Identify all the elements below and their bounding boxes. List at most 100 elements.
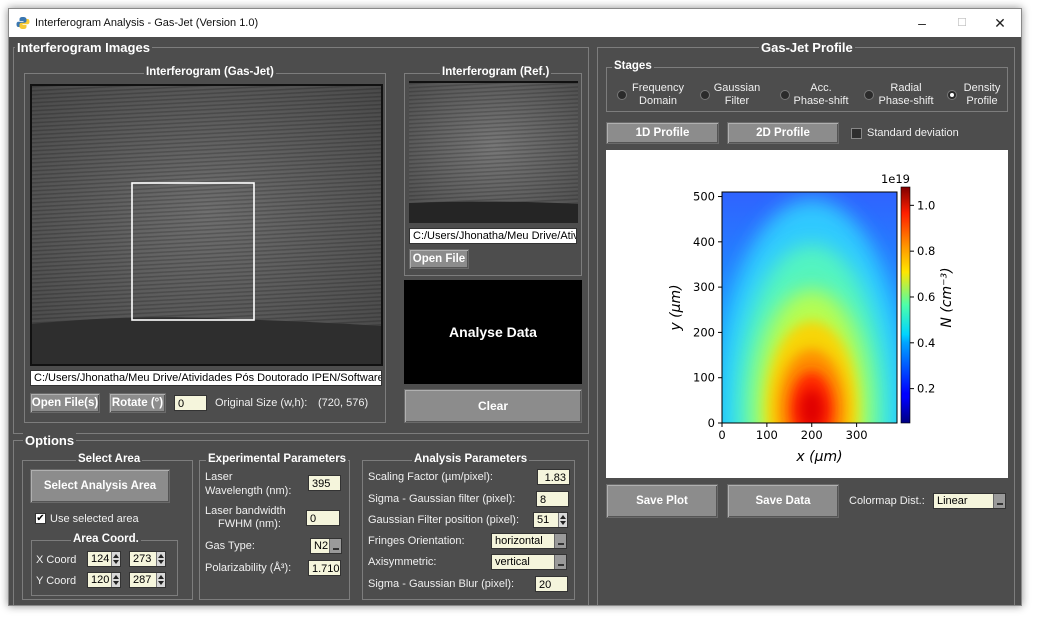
select-analysis-area-button[interactable]: Select Analysis Area (30, 469, 170, 503)
save-data-button[interactable]: Save Data (727, 484, 839, 518)
reference-path-field[interactable]: C:/Users/Jhonatha/Meu Drive/Ativid (409, 228, 577, 244)
colormap-dist-label: Colormap Dist.: (849, 495, 925, 507)
plot-frame (721, 191, 898, 424)
gaussian-blur-label: Sigma - Gaussian Blur (pixel): (368, 578, 515, 590)
stages-title: Stages (612, 60, 654, 72)
reference-image (409, 81, 578, 223)
colorbar-tick-label-1: 1.0 (917, 198, 935, 212)
x-tick-label-100: 100 (756, 428, 778, 442)
laser-bandwidth-input[interactable]: 0 (306, 510, 340, 526)
stage-density-label: Density Profile (963, 82, 1001, 107)
open-files-button[interactable]: Open File(s) (30, 393, 100, 413)
y-tick-label-200: 200 (693, 325, 715, 339)
axisymmetric-label: Axisymmetric: (368, 556, 437, 568)
options-panel (13, 440, 589, 605)
colormap-dist-select[interactable]: Linear (933, 493, 1006, 509)
selection-rectangle[interactable] (131, 182, 255, 321)
sigma-filter-input[interactable]: 8 (536, 491, 569, 507)
y-coord-label: Y Coord (36, 575, 77, 587)
laser-wavelength-label-line1: Laser (205, 471, 233, 483)
colorbar-tick-label-0.2: 0.2 (917, 382, 935, 396)
app-window: Interferogram Analysis - Gas-Jet (Versio… (8, 8, 1022, 606)
1d-profile-button[interactable]: 1D Profile (606, 122, 719, 144)
close-button[interactable]: ✕ (994, 15, 1006, 31)
sigma-filter-label: Sigma - Gaussian filter (pixel): (368, 493, 516, 505)
clear-button[interactable]: Clear (404, 389, 582, 423)
analysis-parameters-title: Analysis Parameters (412, 453, 530, 465)
gasjet-path-field[interactable]: C:/Users/Jhonatha/Meu Drive/Atividades P… (30, 370, 382, 386)
y-tick-label-400: 400 (693, 235, 715, 249)
gasjet-image (30, 84, 383, 366)
filter-position-spinbox[interactable]: 51 (533, 512, 568, 528)
interferogram-images-panel (13, 47, 589, 434)
density-plot: 0 100 200 300 0 100 200 300 400 500 x (µm) y (µm) 0.… (606, 150, 1008, 478)
x-coord-end-spinbox[interactable]: 273 (129, 551, 166, 567)
stage-frequency-label: Frequency Domain (632, 82, 684, 107)
stage-frequency-radio[interactable] (617, 90, 627, 100)
use-selected-area-checkbox[interactable]: ✔ (35, 513, 46, 524)
original-size-label: Original Size (w,h): (215, 397, 308, 409)
minimize-button[interactable]: – (918, 15, 926, 31)
y-coord-start-spinbox[interactable]: 120 (87, 572, 121, 588)
chevron-down-icon (554, 555, 566, 569)
x-axis-label: x (µm) (795, 449, 842, 465)
colorbar-scale-label: 1e19 (881, 172, 910, 186)
y-tick-label-500: 500 (693, 190, 715, 204)
gas-type-select[interactable]: N2 (310, 538, 342, 554)
axisymmetric-select[interactable]: vertical (491, 554, 567, 570)
stage-radial-phase-radio[interactable] (864, 90, 874, 100)
open-file-button[interactable]: Open File (409, 249, 469, 269)
stages-group (606, 67, 1008, 112)
colorbar (900, 186, 911, 424)
experimental-parameters-title: Experimental Parameters (206, 453, 349, 465)
chevron-down-icon (329, 539, 341, 553)
fringes-orientation-select[interactable]: horizontal (491, 533, 567, 549)
laser-bandwidth-label-line2: FWHM (nm): (218, 518, 281, 530)
y-coord-end-spinbox[interactable]: 287 (129, 572, 166, 588)
interferogram-images-title: Interferogram Images (15, 40, 152, 55)
x-tick-label-0: 0 (718, 428, 725, 442)
plot-axes: 0 100 200 300 0 100 200 300 400 500 x (µm) y (µm) 0.… (668, 172, 955, 465)
title-bar: Interferogram Analysis - Gas-Jet (Versio… (9, 9, 1021, 37)
save-plot-button[interactable]: Save Plot (606, 484, 718, 518)
python-icon (16, 17, 30, 29)
maximize-button[interactable]: ☐ (957, 17, 967, 29)
colorbar-tick-label-0.8: 0.8 (917, 244, 935, 258)
x-coord-start-spinbox[interactable]: 124 (87, 551, 121, 567)
y-tick-label-100: 100 (693, 371, 715, 385)
analyse-data-button[interactable]: Analyse Data (404, 280, 582, 384)
polarizability-label: Polarizability (Å³): (205, 562, 292, 574)
stage-gaussian-radio[interactable] (700, 90, 710, 100)
laser-wavelength-label-line2: Wavelength (nm): (205, 485, 292, 497)
colorbar-tick-label-0.6: 0.6 (917, 290, 935, 304)
gas-type-label: Gas Type: (205, 540, 255, 552)
x-coord-label: X Coord (36, 554, 77, 566)
standard-deviation-checkbox[interactable] (851, 128, 862, 139)
density-heatmap-svg: 0 100 200 300 0 100 200 300 400 500 x (µm) y (µm) 0.… (668, 172, 955, 465)
stage-density-radio[interactable] (947, 90, 957, 100)
colorbar-label: N (cm⁻³) (939, 267, 955, 327)
gasjet-profile-title: Gas-Jet Profile (759, 40, 855, 55)
polarizability-input[interactable]: 1.710 (308, 560, 341, 576)
chevron-down-icon (993, 494, 1005, 508)
gaussian-blur-input[interactable]: 20 (535, 576, 568, 592)
x-tick-label-300: 300 (846, 428, 868, 442)
colorbar-tick-label-0.4: 0.4 (917, 336, 935, 350)
laser-bandwidth-label-line1: Laser bandwidth (205, 505, 286, 517)
stage-acc-phase-label: Acc. Phase-shift (793, 82, 849, 107)
y-tick-label-0: 0 (708, 416, 715, 430)
laser-wavelength-input[interactable]: 395 (308, 475, 341, 491)
y-axis-label: y (µm) (668, 284, 684, 331)
heatmap-field (722, 192, 897, 423)
scaling-factor-input[interactable]: 1.83 (537, 469, 570, 485)
scaling-factor-label: Scaling Factor (µm/pixel): (368, 471, 493, 483)
x-tick-label-200: 200 (801, 428, 823, 442)
original-size-value: (720, 576) (318, 397, 369, 409)
rotate-angle-input[interactable]: 0 (174, 395, 207, 411)
rotate-button[interactable]: Rotate (°) (109, 393, 166, 413)
stage-acc-phase-radio[interactable] (780, 90, 790, 100)
filter-position-label: Gaussian Filter position (pixel): (368, 514, 520, 526)
2d-profile-button[interactable]: 2D Profile (727, 122, 839, 144)
area-coord-title: Area Coord. (71, 533, 141, 545)
y-tick-label-300: 300 (693, 280, 715, 294)
